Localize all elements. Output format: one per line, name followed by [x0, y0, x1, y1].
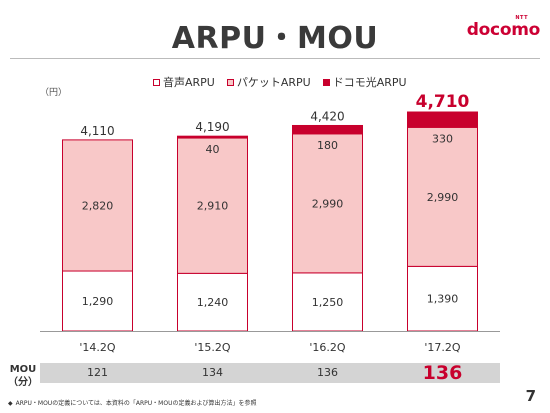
total-17-2Q: 4,710 [416, 92, 470, 112]
x-tick-17-2Q: '17.2Q [424, 341, 461, 354]
legend-label-hikari: ドコモ光ARPU [332, 76, 407, 89]
mou-strip: 121 134 136 136 [40, 363, 500, 383]
legend-label-voice: 音声ARPU [163, 76, 215, 89]
legend-label-packet: パケットARPU [236, 76, 311, 89]
total-16-2Q: 4,420 [310, 109, 344, 123]
label-hikari-17-2Q: 330 [432, 132, 453, 145]
bar-voice-16-2Q [292, 272, 363, 332]
label-voice-17-2Q: 1,390 [427, 293, 459, 306]
footnote-text: ARPU・MOUの定義については、本資料の「ARPU・MOUの定義および算出方法… [15, 400, 257, 407]
mou-value-16-2q: 136 [317, 366, 338, 379]
bar-packet-15-2Q [177, 137, 248, 274]
footnote: ◆ ARPU・MOUの定義については、本資料の「ARPU・MOUの定義および算出方… [8, 398, 256, 407]
bar-packet-17-2Q [407, 126, 478, 267]
bar-hikari-15-2Q [177, 135, 248, 139]
page-number: 7 [525, 387, 536, 405]
footnote-bullet-icon: ◆ [8, 400, 13, 407]
label-hikari-16-2Q: 180 [317, 139, 338, 152]
docomo-wordmark: docomo [466, 20, 541, 40]
legend-item-voice: 音声ARPU [153, 74, 215, 90]
mou-value-15-2q: 134 [202, 366, 223, 379]
x-tick-16-2Q: '16.2Q [309, 341, 346, 354]
total-14-2Q: 4,110 [80, 124, 114, 138]
bar-packet-16-2Q [292, 133, 363, 274]
label-packet-16-2Q: 2,990 [312, 197, 344, 210]
legend-item-packet: パケットARPU [226, 74, 311, 90]
bar-voice-14-2Q [62, 270, 133, 332]
legend-swatch-voice [153, 78, 160, 86]
legend-item-hikari: ドコモ光ARPU [322, 74, 407, 90]
label-packet-15-2Q: 2,910 [197, 200, 229, 213]
chart-legend: 音声ARPU パケットARPU ドコモ光ARPU [153, 75, 419, 89]
label-voice-14-2Q: 1,290 [82, 295, 114, 308]
y-unit-label: （円） [40, 88, 68, 98]
label-hikari-15-2Q: 40 [206, 143, 220, 156]
ntt-mark: NTT [515, 15, 528, 21]
mou-label-title: MOU [9, 364, 37, 375]
x-tick-14-2Q: '14.2Q [79, 341, 116, 354]
mou-value-17-2q: 136 [422, 362, 463, 384]
label-voice-16-2Q: 1,250 [312, 296, 344, 309]
bar-voice-15-2Q [177, 272, 248, 332]
slide-title: ARPU・MOU [171, 21, 379, 56]
docomo-logo: NTT docomo [464, 15, 541, 40]
bar-packet-14-2Q [62, 139, 133, 272]
label-packet-17-2Q: 2,990 [427, 191, 459, 204]
legend-swatch-hikari [322, 78, 330, 86]
title-divider [10, 58, 540, 59]
mou-label: MOU （分） [6, 363, 40, 389]
label-voice-15-2Q: 1,240 [197, 296, 229, 309]
mou-label-unit: （分） [8, 377, 38, 388]
label-packet-14-2Q: 2,820 [82, 199, 114, 212]
total-15-2Q: 4,190 [195, 120, 229, 134]
x-tick-15-2Q: '15.2Q [194, 341, 231, 354]
legend-swatch-packet [226, 78, 234, 86]
mou-value-14-2q: 121 [87, 366, 108, 379]
bar-hikari-16-2Q [292, 124, 363, 135]
bar-hikari-17-2Q [407, 111, 478, 128]
